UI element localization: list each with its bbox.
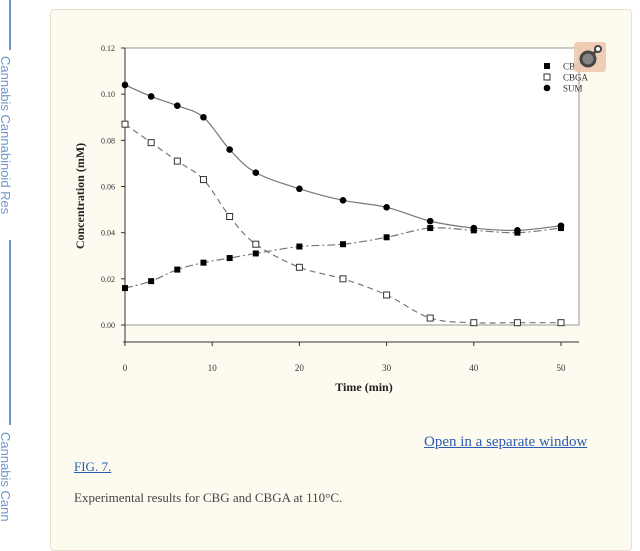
data-point-cbga <box>173 157 181 165</box>
data-point-sum <box>226 146 233 153</box>
y-tick-label: 0.04 <box>101 229 115 238</box>
data-point-cbg <box>122 285 128 292</box>
data-point-sum <box>200 113 207 121</box>
x-axis-label: Time (min) <box>335 380 392 394</box>
data-point-cbga <box>513 319 521 327</box>
y-tick-label: 0.06 <box>101 183 115 192</box>
open-separate-window-link[interactable]: Open in a separate window <box>424 434 588 450</box>
data-point-cbga <box>426 314 434 322</box>
data-point-cbga <box>147 139 155 147</box>
data-point-cbga <box>339 275 347 283</box>
data-point-cbga <box>470 319 478 327</box>
x-tick-label: 0 <box>123 363 128 373</box>
chart: 0.00 0.02 0.04 0.06 0.08 0.10 0.12 0 10 20 30 40 50 T… <box>73 44 589 394</box>
y-tick-label: 0.08 <box>101 136 115 145</box>
data-point-cbga <box>252 240 260 248</box>
data-point-sum <box>174 102 181 110</box>
figure-label[interactable]: FIG. 7. <box>74 459 112 474</box>
data-point-cbg <box>200 259 207 266</box>
data-point-cbga <box>557 319 565 327</box>
data-point-cbg <box>226 255 233 262</box>
legend-label-cbg: CBG <box>563 62 582 72</box>
data-point-sum <box>147 93 155 100</box>
data-point-sum <box>557 222 565 230</box>
data-point-sum <box>121 81 129 89</box>
legend-label-sum: SUM <box>563 84 583 94</box>
data-point-cbg <box>340 241 346 248</box>
data-point-cbg <box>252 250 259 257</box>
magnifier-icon <box>579 45 602 68</box>
y-tick-label: 0.12 <box>101 44 115 53</box>
data-point-sum <box>470 224 478 232</box>
y-axis-label: Concentration (mM) <box>73 143 87 249</box>
data-point-sum <box>339 197 347 204</box>
data-point-cbga <box>121 120 129 128</box>
data-point-sum <box>296 185 303 193</box>
data-point-cbg <box>296 243 303 250</box>
plot-area <box>124 47 580 326</box>
data-point-cbg <box>174 266 181 273</box>
data-point-cbg <box>383 234 390 241</box>
sidebar-journal-nav: Cannabis Cannabinoid Res Cannabis Cann <box>0 0 22 532</box>
x-tick-label: 20 <box>295 363 305 373</box>
legend-label-cbga: CBGA <box>563 73 589 83</box>
zoom-figure-button[interactable] <box>574 42 606 72</box>
divider <box>9 240 11 425</box>
data-point-cbga <box>383 291 391 299</box>
x-tick-label: 40 <box>469 363 479 373</box>
y-tick-label: 0.00 <box>101 321 115 330</box>
legend-marker-cbg <box>544 63 550 69</box>
data-point-sum <box>383 203 390 211</box>
data-point-sum <box>252 169 260 176</box>
y-tick-label: 0.02 <box>101 275 115 284</box>
data-point-sum <box>514 227 521 234</box>
x-tick-label: 10 <box>208 363 218 373</box>
data-point-cbg <box>427 225 434 232</box>
figure-caption: Experimental results for CBG and CBGA at… <box>74 490 343 505</box>
y-tick-label: 0.10 <box>101 90 115 99</box>
legend-marker-cbga <box>543 73 551 81</box>
data-point-sum <box>426 217 434 225</box>
x-tick-label: 50 <box>557 363 567 373</box>
journal-label-2[interactable]: Cannabis Cann <box>0 432 13 522</box>
data-point-cbga <box>199 176 207 184</box>
data-point-cbga <box>295 263 303 271</box>
divider <box>9 0 11 50</box>
x-tick-label: 30 <box>382 363 392 373</box>
legend-marker-sum <box>543 84 551 92</box>
data-point-cbga <box>226 213 234 221</box>
data-point-cbg <box>148 278 155 285</box>
journal-label[interactable]: Cannabis Cannabinoid Res <box>0 56 13 215</box>
